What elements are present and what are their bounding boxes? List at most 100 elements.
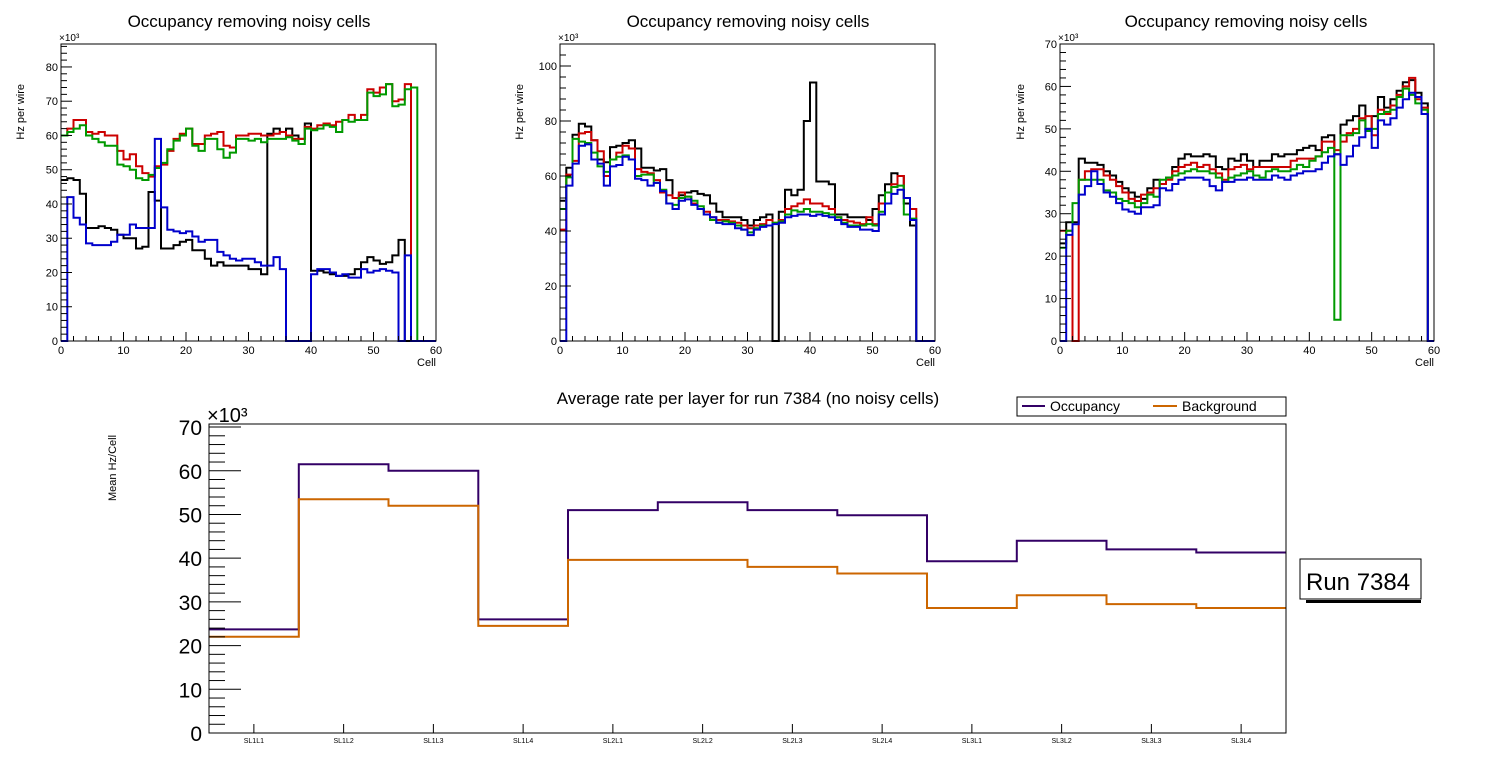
legend-label-occupancy: Occupancy xyxy=(1050,398,1120,414)
series-layer-red xyxy=(560,131,935,342)
y-tick-label: 70 xyxy=(179,417,202,440)
x-category-label: SL3L4 xyxy=(1231,738,1251,745)
y-multiplier-label: ×10³ xyxy=(207,405,248,427)
plot-frame xyxy=(559,43,936,342)
y-axis-label: Hz per wire xyxy=(514,84,526,140)
run-label: Run 7384 xyxy=(1306,569,1410,596)
x-tick-label: 10 xyxy=(1116,345,1128,357)
run-label-frame xyxy=(1299,558,1422,600)
series-layer-green xyxy=(61,83,436,342)
x-tick-label: 40 xyxy=(305,345,317,357)
panel-title: Occupancy removing noisy cells xyxy=(128,12,371,31)
y-tick-label: 0 xyxy=(1051,336,1057,348)
legend-label-background: Background xyxy=(1182,398,1257,414)
run-label-box: Run 7384 xyxy=(1299,558,1422,603)
x-tick-label: 20 xyxy=(1179,345,1191,357)
y-tick-label: 20 xyxy=(179,636,202,659)
y-tick-label: 40 xyxy=(1045,166,1057,178)
x-category-label: SL3L3 xyxy=(1141,738,1161,745)
x-tick-label: 40 xyxy=(804,345,816,357)
y-tick-label: 60 xyxy=(46,130,58,142)
x-axis-label: Cell xyxy=(1415,357,1434,369)
x-tick-label: 20 xyxy=(679,345,691,357)
y-axis-label: Hz per wire xyxy=(15,84,27,140)
x-tick-label: 20 xyxy=(180,345,192,357)
y-tick-label: 40 xyxy=(179,548,202,571)
series-layer-red xyxy=(61,83,436,342)
x-tick-label: 0 xyxy=(557,345,563,357)
y-tick-label: 80 xyxy=(46,62,58,74)
y-tick-label: 80 xyxy=(545,116,557,128)
x-tick-label: 0 xyxy=(58,345,64,357)
plot-frame xyxy=(208,423,1287,734)
x-tick-label: 30 xyxy=(1241,345,1253,357)
x-tick-label: 50 xyxy=(367,345,379,357)
series-layer-blue xyxy=(560,143,935,342)
series-background xyxy=(209,498,1286,638)
series-layer-blue xyxy=(1060,91,1434,342)
y-tick-label: 20 xyxy=(1045,251,1057,263)
x-axis-label: Cell xyxy=(417,357,436,369)
y-tick-label: 30 xyxy=(1045,209,1057,221)
x-category-label: SL1L1 xyxy=(244,738,264,745)
histogram-panel-2: Occupancy removing noisy cells ×10³ Hz per… xyxy=(514,12,941,369)
y-tick-label: 60 xyxy=(1045,81,1057,93)
y-tick-label: 0 xyxy=(190,723,202,746)
chart-title: Average rate per layer for run 7384 (no … xyxy=(557,389,939,408)
x-category-label: SL1L3 xyxy=(423,738,443,745)
y-tick-label: 40 xyxy=(545,226,557,238)
x-tick-label: 50 xyxy=(1366,345,1378,357)
panel-title: Occupancy removing noisy cells xyxy=(627,12,870,31)
y-tick-label: 50 xyxy=(179,504,202,527)
y-tick-label: 50 xyxy=(1045,124,1057,136)
y-tick-label: 0 xyxy=(551,336,557,348)
y-axis-label: Hz per wire xyxy=(1015,84,1027,140)
x-category-label: SL2L1 xyxy=(603,738,623,745)
y-tick-label: 30 xyxy=(46,233,58,245)
y-multiplier-label: ×10³ xyxy=(59,33,80,44)
x-tick-label: 50 xyxy=(866,345,878,357)
x-tick-label: 30 xyxy=(242,345,254,357)
x-tick-label: 30 xyxy=(741,345,753,357)
y-tick-label: 40 xyxy=(46,199,58,211)
y-tick-label: 70 xyxy=(1045,39,1057,51)
y-multiplier-label: ×10³ xyxy=(558,33,579,44)
series-layer-green xyxy=(560,137,935,342)
run-label-shadow xyxy=(1306,600,1421,603)
y-tick-label: 10 xyxy=(1045,294,1057,306)
y-axis-label: Mean Hz/Cell xyxy=(107,435,119,501)
series-layer-blue xyxy=(61,137,436,342)
summary-chart: Average rate per layer for run 7384 (no … xyxy=(107,389,1422,746)
y-tick-label: 20 xyxy=(46,267,58,279)
x-category-label: SL3L2 xyxy=(1052,738,1072,745)
x-category-label: SL1L4 xyxy=(513,738,533,745)
series-layer-green xyxy=(1060,87,1434,342)
legend: Occupancy Background xyxy=(1016,396,1287,417)
series-layer-black xyxy=(560,81,935,342)
panel-title: Occupancy removing noisy cells xyxy=(1125,12,1368,31)
series-occupancy xyxy=(209,463,1286,631)
x-category-label: SL2L3 xyxy=(782,738,802,745)
x-tick-label: 60 xyxy=(929,345,941,357)
y-tick-label: 20 xyxy=(545,281,557,293)
series-layer-red xyxy=(1060,76,1434,342)
y-tick-label: 0 xyxy=(52,336,58,348)
x-tick-label: 60 xyxy=(430,345,442,357)
y-tick-label: 60 xyxy=(179,461,202,484)
x-axis-label: Cell xyxy=(916,357,935,369)
x-category-label: SL2L2 xyxy=(693,738,713,745)
y-tick-label: 70 xyxy=(46,96,58,108)
x-tick-label: 40 xyxy=(1303,345,1315,357)
x-tick-label: 10 xyxy=(117,345,129,357)
histogram-panel-3: Occupancy removing noisy cells ×10³ Hz per… xyxy=(1015,12,1440,369)
y-tick-label: 10 xyxy=(179,679,202,702)
x-tick-label: 10 xyxy=(616,345,628,357)
x-category-label: SL2L4 xyxy=(872,738,892,745)
y-multiplier-label: ×10³ xyxy=(1058,33,1079,44)
y-tick-label: 30 xyxy=(179,592,202,615)
y-tick-label: 50 xyxy=(46,165,58,177)
legend-box xyxy=(1016,396,1287,417)
y-tick-label: 60 xyxy=(545,171,557,183)
histogram-panel-1: Occupancy removing noisy cells ×10³ Hz per… xyxy=(15,12,442,369)
